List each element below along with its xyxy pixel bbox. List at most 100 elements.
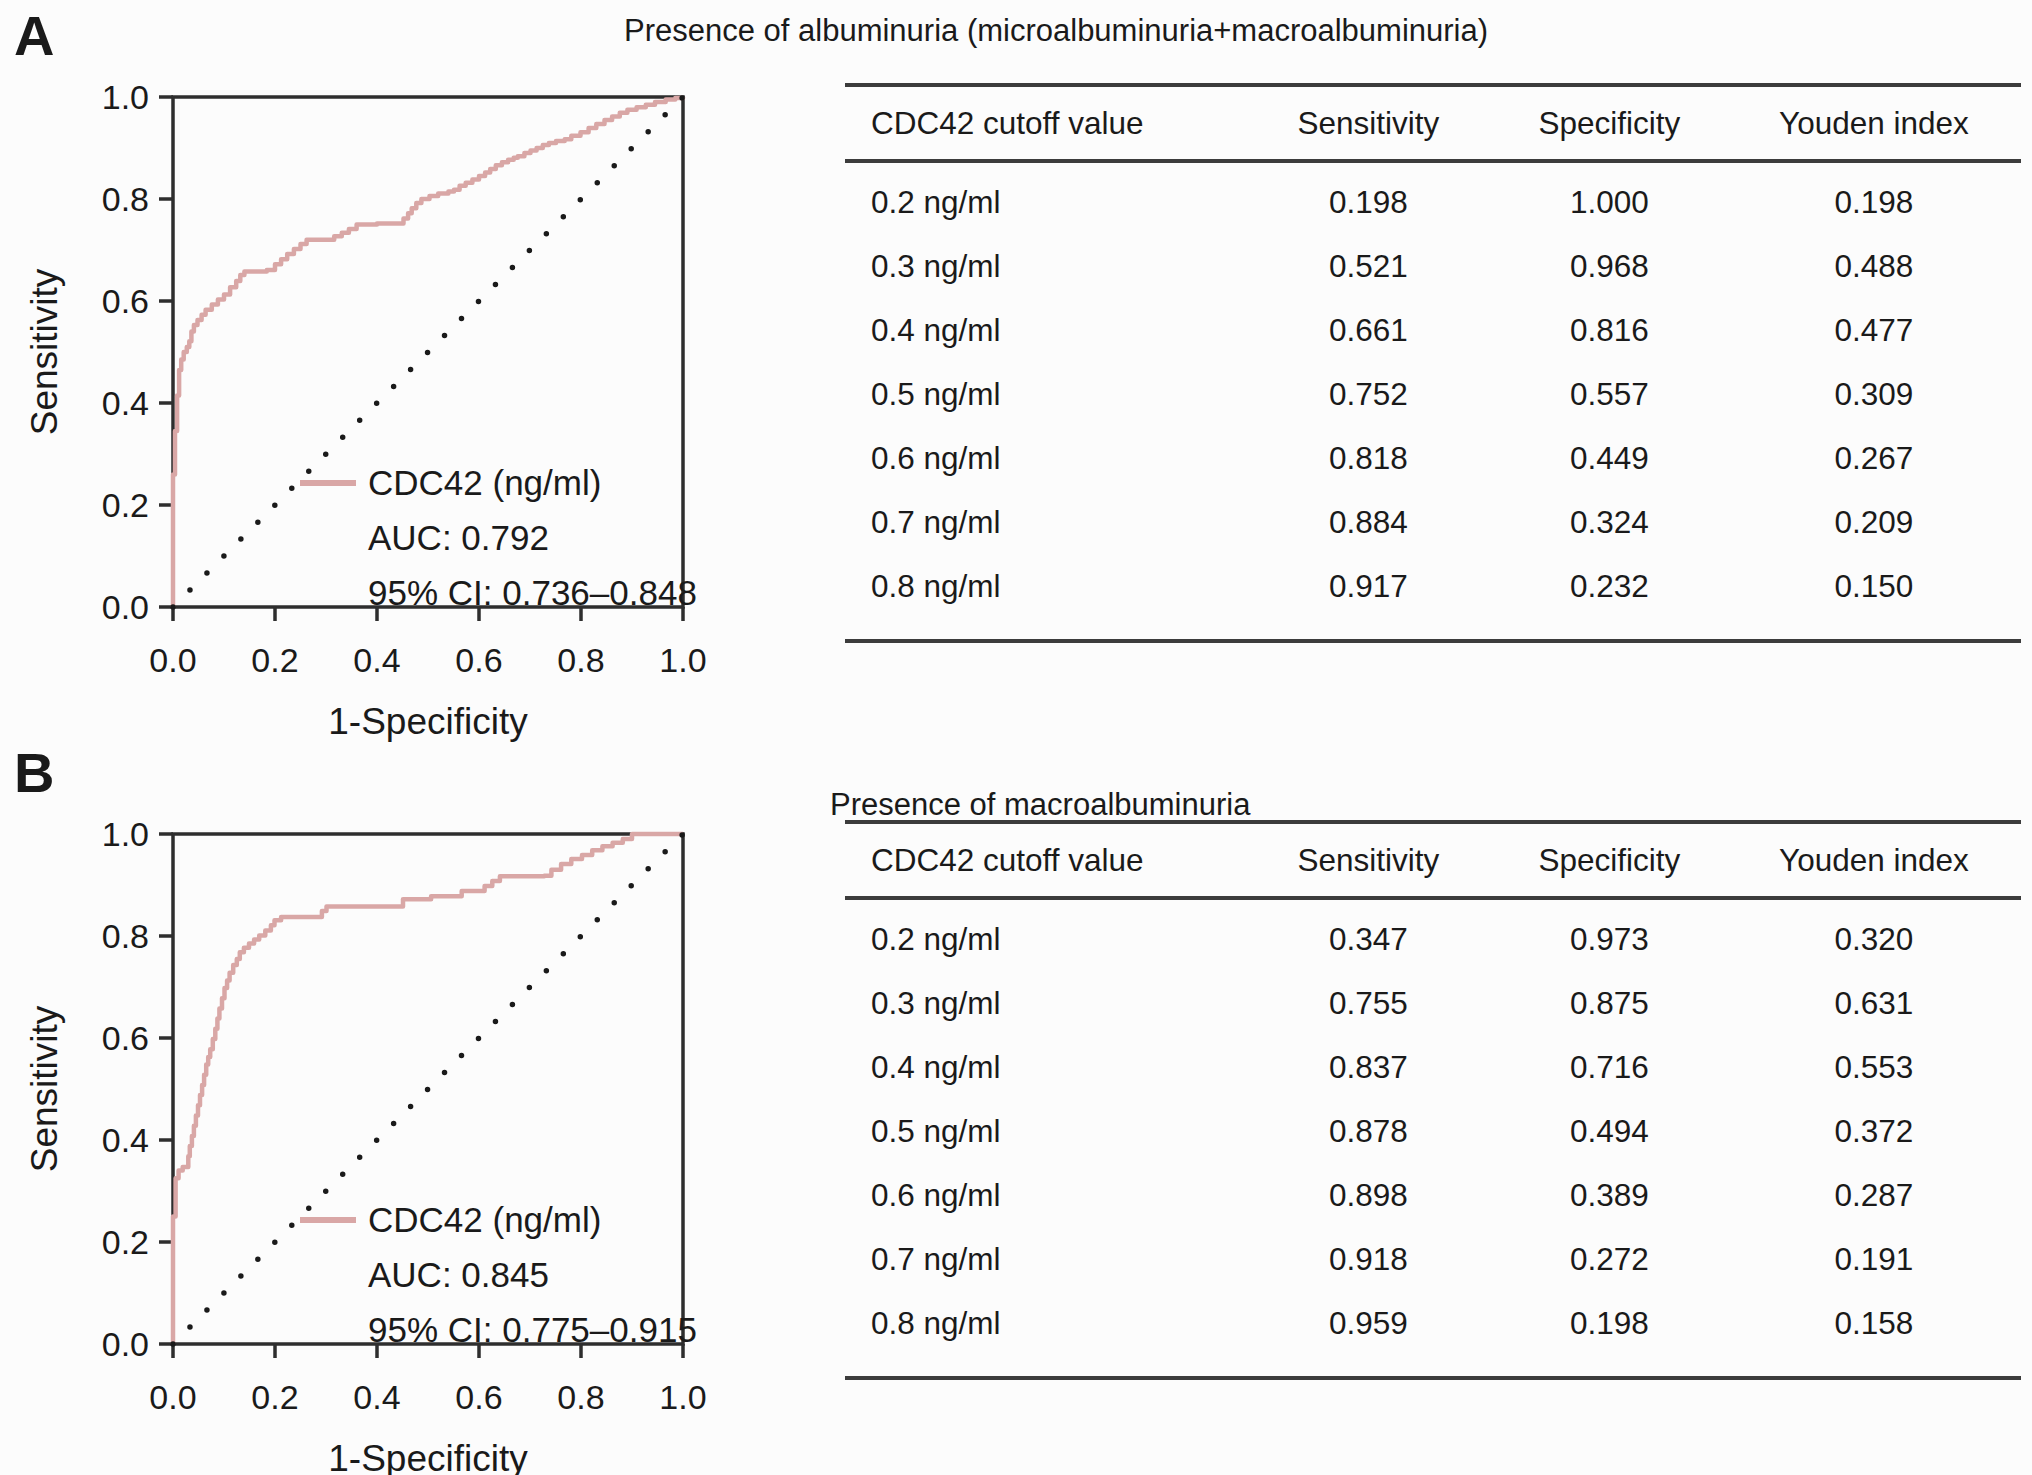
x-tick-label: 0.2 <box>251 641 298 679</box>
table-cell: 0.232 <box>1492 554 1727 641</box>
table-cell: 0.752 <box>1245 362 1492 426</box>
table-row: 0.5 ng/ml0.7520.5570.309 <box>845 362 2021 426</box>
table-cell: 0.818 <box>1245 426 1492 490</box>
x-axis-label: 1-Specificity <box>328 701 528 742</box>
table-row: 0.5 ng/ml0.8780.4940.372 <box>845 1099 2021 1163</box>
figure-root: A Presence of albuminuria (microalbuminu… <box>0 0 2032 1475</box>
table-cell: 0.267 <box>1727 426 2021 490</box>
panel-b-title: Presence of macroalbuminuria <box>830 786 1250 823</box>
x-tick-label: 0.2 <box>251 1378 298 1416</box>
table-cell: 0.494 <box>1492 1099 1727 1163</box>
table-cell: 0.191 <box>1727 1227 2021 1291</box>
cutoff-table-a: CDC42 cutoff valueSensitivitySpecificity… <box>845 83 2021 643</box>
table-cell: 0.272 <box>1492 1227 1727 1291</box>
y-tick-label: 0.8 <box>102 917 149 955</box>
roc-chart-a: 0.00.20.40.60.81.00.00.20.40.60.81.0Sens… <box>0 0 760 760</box>
table-body: 0.2 ng/ml0.3470.9730.3200.3 ng/ml0.7550.… <box>845 898 2021 1378</box>
legend-series-label: CDC42 (ng/ml) <box>368 463 601 502</box>
x-tick-label: 0.6 <box>455 1378 502 1416</box>
y-tick-label: 1.0 <box>102 815 149 853</box>
column-header: Specificity <box>1492 85 1727 161</box>
table-cell: 0.320 <box>1727 898 2021 971</box>
table-cell: 0.287 <box>1727 1163 2021 1227</box>
table-body: 0.2 ng/ml0.1981.0000.1980.3 ng/ml0.5210.… <box>845 161 2021 641</box>
x-tick-label: 0.0 <box>149 641 196 679</box>
table-cell: 0.158 <box>1727 1291 2021 1378</box>
legend-ci-text: 95% CI: 0.736–0.848 <box>368 573 697 612</box>
y-tick-label: 1.0 <box>102 78 149 116</box>
table-cell: 0.716 <box>1492 1035 1727 1099</box>
column-header: Sensitivity <box>1245 822 1492 898</box>
column-header: Sensitivity <box>1245 85 1492 161</box>
table-row: 0.3 ng/ml0.7550.8750.631 <box>845 971 2021 1035</box>
x-tick-label: 0.8 <box>557 1378 604 1416</box>
table-cell: 0.4 ng/ml <box>845 298 1245 362</box>
table-row: 0.8 ng/ml0.9590.1980.158 <box>845 1291 2021 1378</box>
column-header: CDC42 cutoff value <box>845 822 1245 898</box>
table-cell: 0.5 ng/ml <box>845 1099 1245 1163</box>
table-row: 0.7 ng/ml0.8840.3240.209 <box>845 490 2021 554</box>
table-cell: 0.372 <box>1727 1099 2021 1163</box>
table-cell: 0.755 <box>1245 971 1492 1035</box>
table-cell: 0.8 ng/ml <box>845 1291 1245 1378</box>
table-cell: 0.875 <box>1492 971 1727 1035</box>
table-cell: 1.000 <box>1492 161 1727 234</box>
table-cell: 0.917 <box>1245 554 1492 641</box>
cutoff-table-a-container: CDC42 cutoff valueSensitivitySpecificity… <box>845 83 2021 643</box>
table-row: 0.8 ng/ml0.9170.2320.150 <box>845 554 2021 641</box>
table-row: 0.7 ng/ml0.9180.2720.191 <box>845 1227 2021 1291</box>
table-row: 0.2 ng/ml0.1981.0000.198 <box>845 161 2021 234</box>
table-cell: 0.347 <box>1245 898 1492 971</box>
table-cell: 0.6 ng/ml <box>845 1163 1245 1227</box>
table-cell: 0.7 ng/ml <box>845 1227 1245 1291</box>
x-tick-label: 0.4 <box>353 641 400 679</box>
roc-chart-b: 0.00.20.40.60.81.00.00.20.40.60.81.0Sens… <box>0 737 760 1475</box>
cutoff-table-b-container: CDC42 cutoff valueSensitivitySpecificity… <box>845 820 2021 1380</box>
column-header: Youden index <box>1727 85 2021 161</box>
table-cell: 0.837 <box>1245 1035 1492 1099</box>
y-tick-label: 0.4 <box>102 1121 149 1159</box>
legend-auc-text: AUC: 0.792 <box>368 518 549 557</box>
table-row: 0.3 ng/ml0.5210.9680.488 <box>845 234 2021 298</box>
x-tick-label: 0.4 <box>353 1378 400 1416</box>
legend-series-label: CDC42 (ng/ml) <box>368 1200 601 1239</box>
table-row: 0.6 ng/ml0.8180.4490.267 <box>845 426 2021 490</box>
y-tick-label: 0.6 <box>102 282 149 320</box>
table-cell: 0.968 <box>1492 234 1727 298</box>
column-header: Youden index <box>1727 822 2021 898</box>
table-cell: 0.959 <box>1245 1291 1492 1378</box>
table-cell: 0.661 <box>1245 298 1492 362</box>
table-cell: 0.2 ng/ml <box>845 161 1245 234</box>
column-header: Specificity <box>1492 822 1727 898</box>
table-cell: 0.324 <box>1492 490 1727 554</box>
legend-auc-text: AUC: 0.845 <box>368 1255 549 1294</box>
x-tick-label: 1.0 <box>659 641 706 679</box>
table-cell: 0.521 <box>1245 234 1492 298</box>
table-cell: 0.4 ng/ml <box>845 1035 1245 1099</box>
table-cell: 0.150 <box>1727 554 2021 641</box>
y-tick-label: 0.0 <box>102 588 149 626</box>
y-tick-label: 0.2 <box>102 1223 149 1261</box>
table-cell: 0.878 <box>1245 1099 1492 1163</box>
table-row: 0.4 ng/ml0.6610.8160.477 <box>845 298 2021 362</box>
table-cell: 0.918 <box>1245 1227 1492 1291</box>
table-cell: 0.477 <box>1727 298 2021 362</box>
y-tick-label: 0.4 <box>102 384 149 422</box>
table-cell: 0.209 <box>1727 490 2021 554</box>
table-cell: 0.631 <box>1727 971 2021 1035</box>
table-cell: 0.198 <box>1492 1291 1727 1378</box>
table-cell: 0.488 <box>1727 234 2021 298</box>
y-axis-label: Sensitivity <box>24 1005 65 1172</box>
table-cell: 0.8 ng/ml <box>845 554 1245 641</box>
x-tick-label: 1.0 <box>659 1378 706 1416</box>
table-cell: 0.557 <box>1492 362 1727 426</box>
y-tick-label: 0.0 <box>102 1325 149 1363</box>
y-tick-label: 0.8 <box>102 180 149 218</box>
table-cell: 0.5 ng/ml <box>845 362 1245 426</box>
table-cell: 0.3 ng/ml <box>845 971 1245 1035</box>
x-tick-label: 0.8 <box>557 641 604 679</box>
table-cell: 0.973 <box>1492 898 1727 971</box>
table-cell: 0.198 <box>1245 161 1492 234</box>
table-cell: 0.553 <box>1727 1035 2021 1099</box>
table-cell: 0.389 <box>1492 1163 1727 1227</box>
